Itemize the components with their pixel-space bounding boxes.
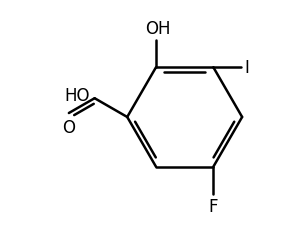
Text: OH: OH <box>145 20 171 38</box>
Text: I: I <box>244 59 249 77</box>
Text: F: F <box>209 197 218 215</box>
Text: HO: HO <box>64 87 90 105</box>
Text: O: O <box>62 119 75 136</box>
